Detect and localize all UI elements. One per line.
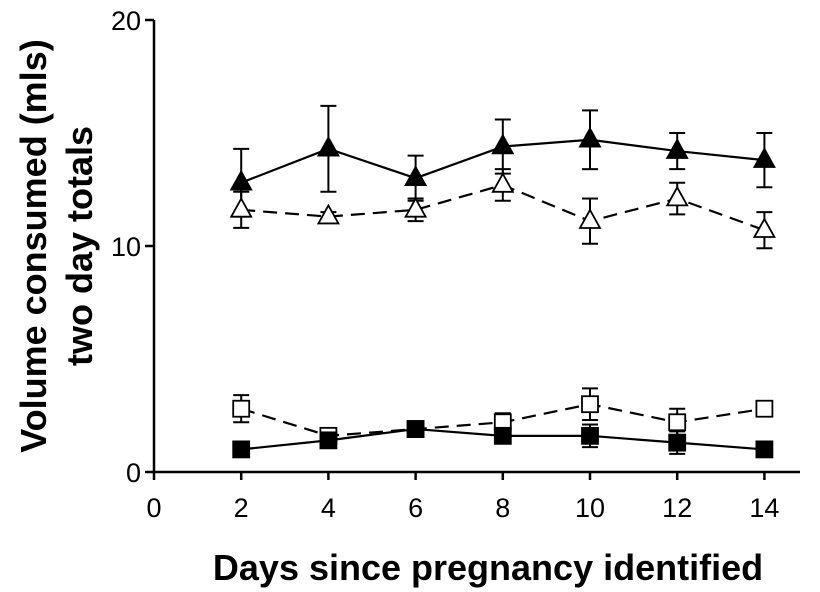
data-point-triangle	[229, 169, 253, 191]
data-point-triangle	[404, 196, 428, 218]
y-axis-title-line-1: Volume consumed (mls)	[13, 39, 54, 452]
axis-ticks: 0 2 4 6 8 10 12 14 0 10 20	[111, 6, 779, 523]
x-tick-label: 2	[234, 493, 249, 523]
axis-titles: Days since pregnancy identified Volume c…	[13, 39, 763, 588]
data-point-square	[493, 426, 512, 445]
data-point-square	[755, 440, 774, 459]
series-filled-triangle	[229, 104, 776, 218]
data-point-square	[755, 399, 774, 418]
data-point-triangle	[665, 138, 689, 159]
series-open-square	[232, 387, 774, 445]
data-point-triangle	[752, 147, 776, 168]
axes	[152, 20, 800, 474]
data-point-triangle	[491, 133, 515, 155]
y-axis-title-line-2: two day totals	[59, 126, 100, 366]
data-point-triangle	[316, 203, 340, 225]
x-tick-label: 12	[662, 493, 692, 523]
data-point-square	[319, 431, 338, 450]
data-point-square	[581, 395, 599, 414]
data-point-triangle	[316, 135, 340, 157]
data-point-square	[406, 420, 425, 438]
data-point-triangle	[752, 217, 776, 238]
data-point-triangle	[578, 126, 602, 148]
y-tick-label: 20	[111, 6, 141, 36]
x-tick-label: 6	[408, 493, 423, 523]
data-point-triangle	[404, 165, 428, 186]
series-layer	[229, 104, 776, 459]
x-tick-label: 14	[749, 493, 779, 523]
data-point-square	[581, 426, 599, 445]
series-filled-square	[232, 420, 774, 459]
x-tick-label: 10	[575, 493, 605, 523]
y-tick-label: 0	[126, 458, 141, 488]
x-tick-label: 4	[321, 493, 336, 523]
y-tick-label: 10	[111, 232, 141, 262]
data-point-triangle	[665, 185, 689, 207]
data-point-triangle	[229, 196, 253, 218]
x-axis-title: Days since pregnancy identified	[213, 547, 763, 588]
x-tick-label: 8	[495, 493, 510, 523]
x-tick-label: 0	[146, 493, 161, 523]
data-point-square	[232, 440, 251, 459]
data-point-triangle	[491, 171, 515, 193]
data-point-triangle	[578, 208, 602, 229]
data-point-square	[232, 399, 251, 418]
data-point-square	[668, 433, 687, 452]
series-open-triangle	[229, 168, 776, 250]
data-point-square	[668, 413, 687, 432]
